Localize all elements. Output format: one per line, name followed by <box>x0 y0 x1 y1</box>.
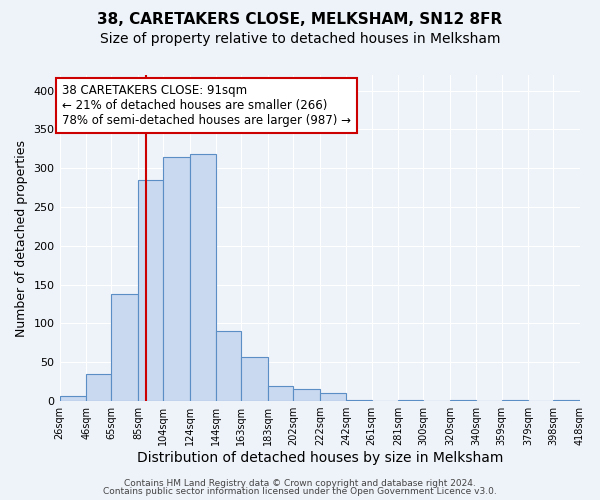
Text: Contains public sector information licensed under the Open Government Licence v3: Contains public sector information licen… <box>103 487 497 496</box>
Bar <box>398 400 424 401</box>
Bar <box>293 390 320 401</box>
Bar <box>59 396 86 401</box>
Bar <box>346 400 371 401</box>
Bar <box>138 180 163 401</box>
Bar <box>320 394 346 401</box>
Bar <box>553 400 580 401</box>
Bar <box>241 357 268 401</box>
Bar <box>86 374 112 401</box>
Text: Size of property relative to detached houses in Melksham: Size of property relative to detached ho… <box>100 32 500 46</box>
Bar <box>163 156 190 401</box>
Bar <box>112 294 138 401</box>
Y-axis label: Number of detached properties: Number of detached properties <box>15 140 28 336</box>
Bar <box>502 400 528 401</box>
Text: 38 CARETAKERS CLOSE: 91sqm
← 21% of detached houses are smaller (266)
78% of sem: 38 CARETAKERS CLOSE: 91sqm ← 21% of deta… <box>62 84 351 128</box>
Bar <box>190 154 216 401</box>
Text: Contains HM Land Registry data © Crown copyright and database right 2024.: Contains HM Land Registry data © Crown c… <box>124 478 476 488</box>
X-axis label: Distribution of detached houses by size in Melksham: Distribution of detached houses by size … <box>137 451 503 465</box>
Bar <box>216 331 241 401</box>
Bar <box>268 386 293 401</box>
Text: 38, CARETAKERS CLOSE, MELKSHAM, SN12 8FR: 38, CARETAKERS CLOSE, MELKSHAM, SN12 8FR <box>97 12 503 28</box>
Bar <box>450 400 476 401</box>
